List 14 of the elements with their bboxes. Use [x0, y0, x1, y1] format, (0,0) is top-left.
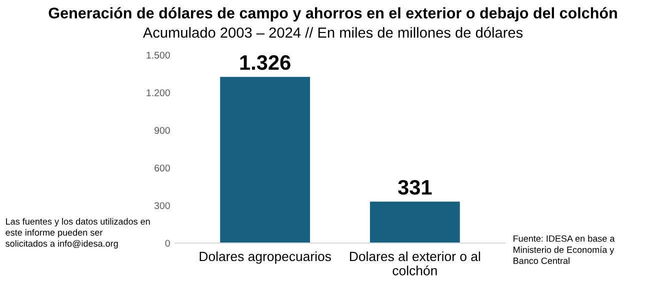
y-tick-label: 0	[165, 240, 170, 247]
y-tick-label: 1.500	[146, 52, 170, 59]
y-tick-label: 600	[154, 164, 170, 172]
data-label: 331	[398, 180, 432, 195]
x-tick-label: Dolares agropecuarios	[200, 251, 331, 264]
text: Las fuentes y los datos utilizados en este informe pueden ser solicitados a info@idesa.org	[6, 218, 150, 249]
y-tick-label: 900	[154, 126, 170, 134]
y-tick-label: 1.200	[146, 89, 170, 96]
chart-subtitle: Acumulado 2003 – 2024 // En miles de millones de dólares	[142, 26, 523, 38]
source-note: Fuente: IDESA en base a Ministerio de Economía y Banco Central	[514, 235, 615, 264]
data-label: 1.326	[240, 55, 290, 70]
y-tick-label: 300	[154, 202, 170, 210]
chart-title: Generación de dólares de campo y ahorros en el exterior o debajo del colchón	[48, 7, 617, 22]
x-tick-label: Dolares al exterior o al colchón	[350, 251, 480, 276]
